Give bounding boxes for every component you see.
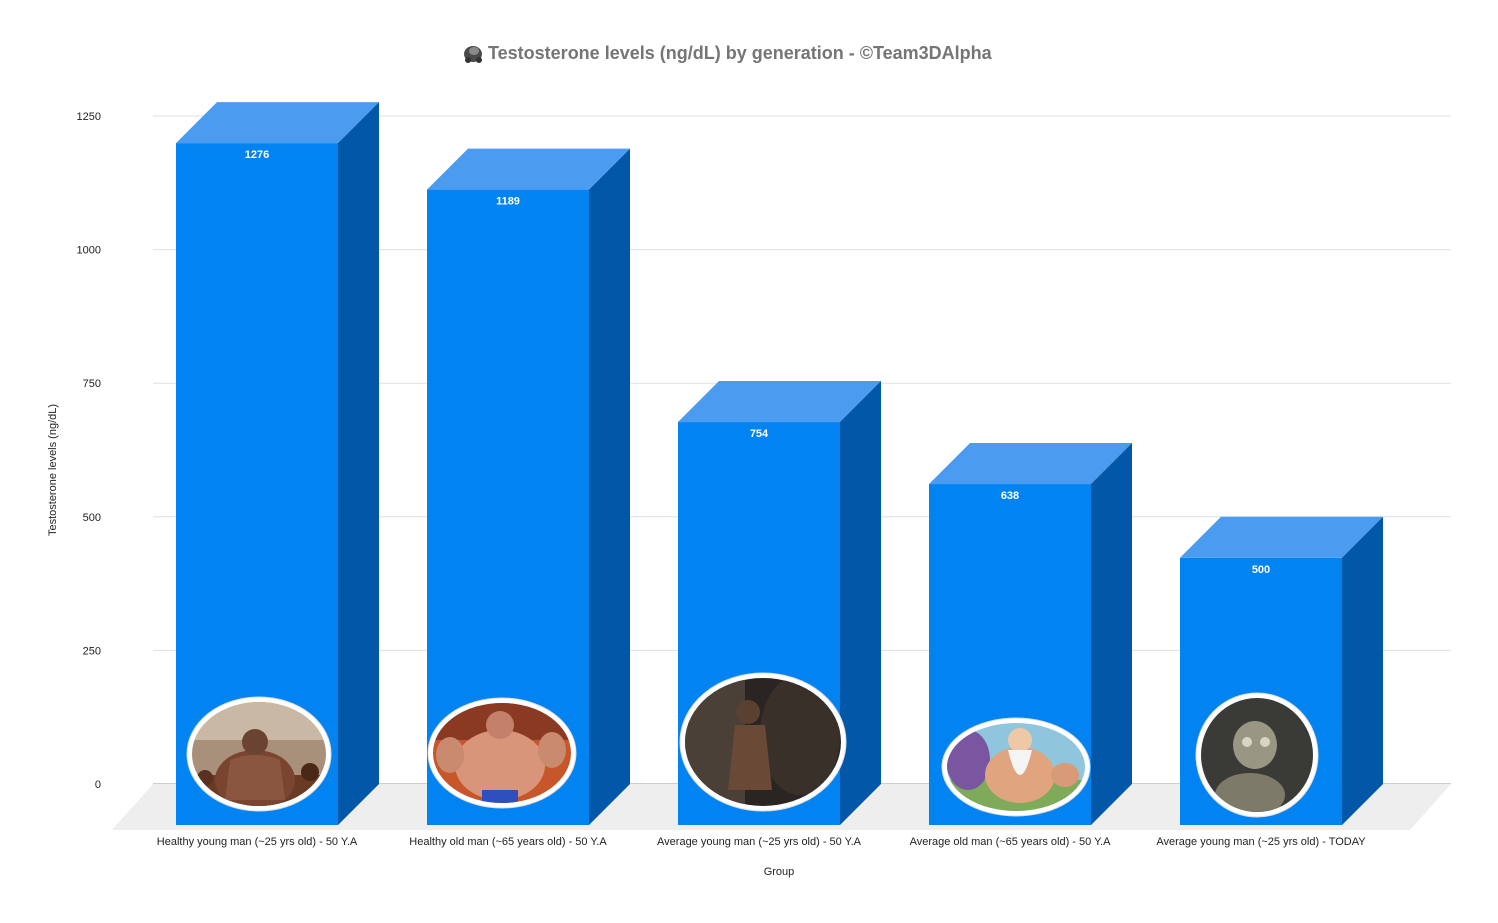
x-category-label: Average young man (~25 yrs old) - TODAY xyxy=(1156,836,1366,848)
gorilla-icon xyxy=(464,46,482,63)
y-tick-label: 0 xyxy=(95,779,101,791)
x-category-label: Average old man (~65 years old) - 50 Y.A xyxy=(910,836,1112,848)
bar-top-face xyxy=(427,148,630,190)
bar-top-face xyxy=(1180,516,1383,558)
y-tick-label: 500 xyxy=(83,512,101,524)
bar-image-old-anime-master xyxy=(941,717,1091,817)
y-tick-label: 1250 xyxy=(77,111,101,123)
bar xyxy=(176,102,379,826)
bar-top-face xyxy=(176,102,379,144)
x-axis-categories: Healthy young man (~25 yrs old) - 50 Y.A… xyxy=(157,836,1366,848)
bar-top-face xyxy=(929,443,1132,485)
y-axis-title: Testosterone levels (ng/dL) xyxy=(47,404,59,536)
bar-side-face xyxy=(1091,443,1132,825)
bar-side-face xyxy=(1342,516,1383,825)
data-labels: 1276 1189 754 638 500 xyxy=(245,149,1270,576)
bar-image-old-anime-fighter xyxy=(427,697,577,809)
data-label: 638 xyxy=(1001,490,1019,502)
data-label: 1189 xyxy=(496,196,520,208)
y-tick-label: 1000 xyxy=(77,245,101,257)
x-category-label: Average young man (~25 yrs old) - 50 Y.A xyxy=(657,836,862,848)
y-axis-ticks: 0 250 500 750 1000 1250 xyxy=(77,111,101,791)
bars xyxy=(176,102,1383,826)
bar-side-face xyxy=(338,102,379,826)
x-category-label: Healthy young man (~25 yrs old) - 50 Y.A xyxy=(157,836,358,848)
bar-image-pale-creature xyxy=(1195,692,1319,818)
chart-title: Testosterone levels (ng/dL) by generatio… xyxy=(464,43,993,63)
y-tick-label: 250 xyxy=(83,645,101,657)
data-label: 1276 xyxy=(245,149,269,161)
bar-top-face xyxy=(678,381,881,423)
bar-image-spartan-warrior xyxy=(186,696,332,812)
y-tick-label: 750 xyxy=(83,378,101,390)
data-label: 500 xyxy=(1252,564,1270,576)
x-category-label: Healthy old man (~65 years old) - 50 Y.A xyxy=(409,836,607,848)
data-label: 754 xyxy=(750,428,769,440)
chart-title-text: Testosterone levels (ng/dL) by generatio… xyxy=(488,43,993,63)
bar-side-face xyxy=(589,148,630,826)
bar-side-face xyxy=(840,381,881,825)
x-axis-title: Group xyxy=(764,866,795,878)
bar-image-spartan-back xyxy=(679,672,847,812)
